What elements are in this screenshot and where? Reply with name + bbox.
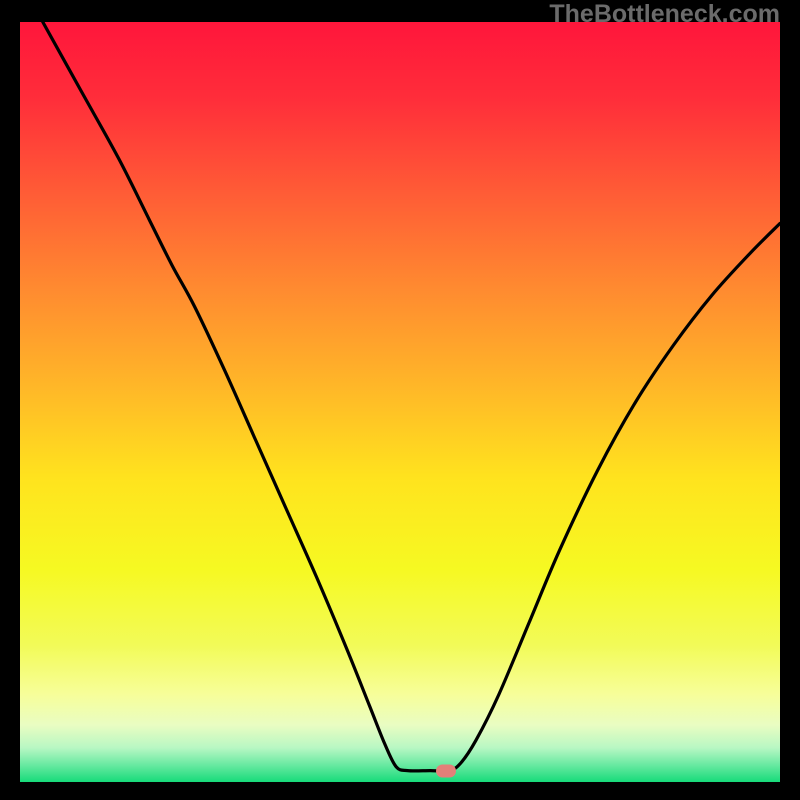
plot-area [20,22,780,782]
watermark-label: TheBottleneck.com [549,0,780,29]
bottleneck-curve [20,22,780,782]
optimal-point-marker [436,764,456,777]
chart-container: TheBottleneck.com [0,0,800,800]
